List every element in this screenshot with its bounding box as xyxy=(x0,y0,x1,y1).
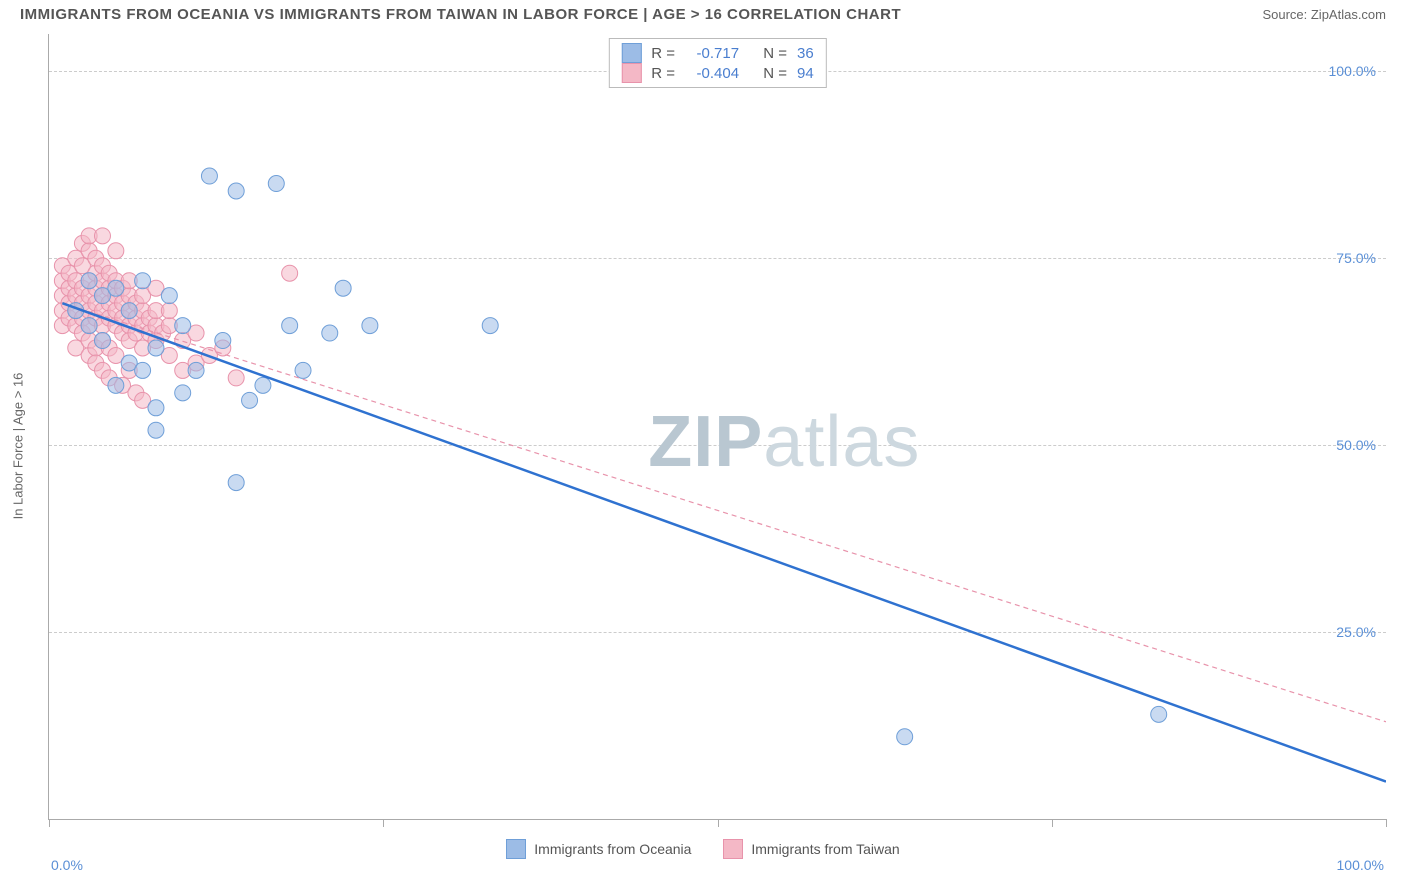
chart-title: IMMIGRANTS FROM OCEANIA VS IMMIGRANTS FR… xyxy=(20,6,901,23)
data-point xyxy=(94,333,110,349)
data-point xyxy=(148,400,164,416)
r-value-taiwan: -0.404 xyxy=(685,65,739,82)
data-point xyxy=(335,280,351,296)
scatter-svg xyxy=(49,34,1386,819)
legend-item-oceania: Immigrants from Oceania xyxy=(506,839,691,859)
data-point xyxy=(135,273,151,289)
r-value-oceania: -0.717 xyxy=(685,45,739,62)
data-point xyxy=(161,288,177,304)
legend-row-oceania: R = -0.717 N = 36 xyxy=(621,43,813,63)
data-point xyxy=(282,265,298,281)
data-point xyxy=(108,243,124,259)
x-tick xyxy=(1386,819,1387,827)
trend-line xyxy=(62,303,1386,781)
data-point xyxy=(228,475,244,491)
source-link[interactable]: ZipAtlas.com xyxy=(1311,7,1386,22)
data-point xyxy=(215,333,231,349)
trend-line xyxy=(62,303,1386,722)
chart-plot-area: ZIPatlas R = -0.717 N = 36 R = -0.404 N … xyxy=(48,34,1386,820)
x-tick xyxy=(49,819,50,827)
data-point xyxy=(108,377,124,393)
swatch-oceania-icon xyxy=(621,43,641,63)
data-point xyxy=(362,318,378,334)
data-point xyxy=(175,318,191,334)
swatch-taiwan-icon xyxy=(723,839,743,859)
n-label: N = xyxy=(763,65,787,82)
data-point xyxy=(94,228,110,244)
r-label: R = xyxy=(651,65,675,82)
swatch-taiwan-icon xyxy=(621,63,641,83)
data-point xyxy=(81,318,97,334)
r-label: R = xyxy=(651,45,675,62)
data-point xyxy=(482,318,498,334)
data-point xyxy=(121,303,137,319)
legend-label-oceania: Immigrants from Oceania xyxy=(534,841,691,857)
data-point xyxy=(148,340,164,356)
x-tick xyxy=(1052,819,1053,827)
data-point xyxy=(242,392,258,408)
data-point xyxy=(108,280,124,296)
n-label: N = xyxy=(763,45,787,62)
data-point xyxy=(201,168,217,184)
data-point xyxy=(322,325,338,341)
legend-item-taiwan: Immigrants from Taiwan xyxy=(723,839,899,859)
data-point xyxy=(282,318,298,334)
data-point xyxy=(175,385,191,401)
source-attribution: Source: ZipAtlas.com xyxy=(1262,7,1386,22)
data-point xyxy=(268,176,284,192)
data-point xyxy=(897,729,913,745)
data-point xyxy=(161,303,177,319)
data-point xyxy=(135,362,151,378)
series-legend: Immigrants from Oceania Immigrants from … xyxy=(0,839,1406,862)
data-point xyxy=(1151,706,1167,722)
swatch-oceania-icon xyxy=(506,839,526,859)
data-point xyxy=(295,362,311,378)
y-axis-label: In Labor Force | Age > 16 xyxy=(11,373,26,520)
legend-label-taiwan: Immigrants from Taiwan xyxy=(751,841,899,857)
x-tick xyxy=(718,819,719,827)
data-point xyxy=(228,183,244,199)
data-point xyxy=(188,362,204,378)
data-point xyxy=(255,377,271,393)
legend-row-taiwan: R = -0.404 N = 94 xyxy=(621,63,813,83)
n-value-taiwan: 94 xyxy=(797,65,814,82)
correlation-legend: R = -0.717 N = 36 R = -0.404 N = 94 xyxy=(608,38,826,88)
n-value-oceania: 36 xyxy=(797,45,814,62)
data-point xyxy=(148,422,164,438)
x-tick xyxy=(383,819,384,827)
data-point xyxy=(228,370,244,386)
source-prefix: Source: xyxy=(1262,7,1310,22)
data-point xyxy=(81,273,97,289)
